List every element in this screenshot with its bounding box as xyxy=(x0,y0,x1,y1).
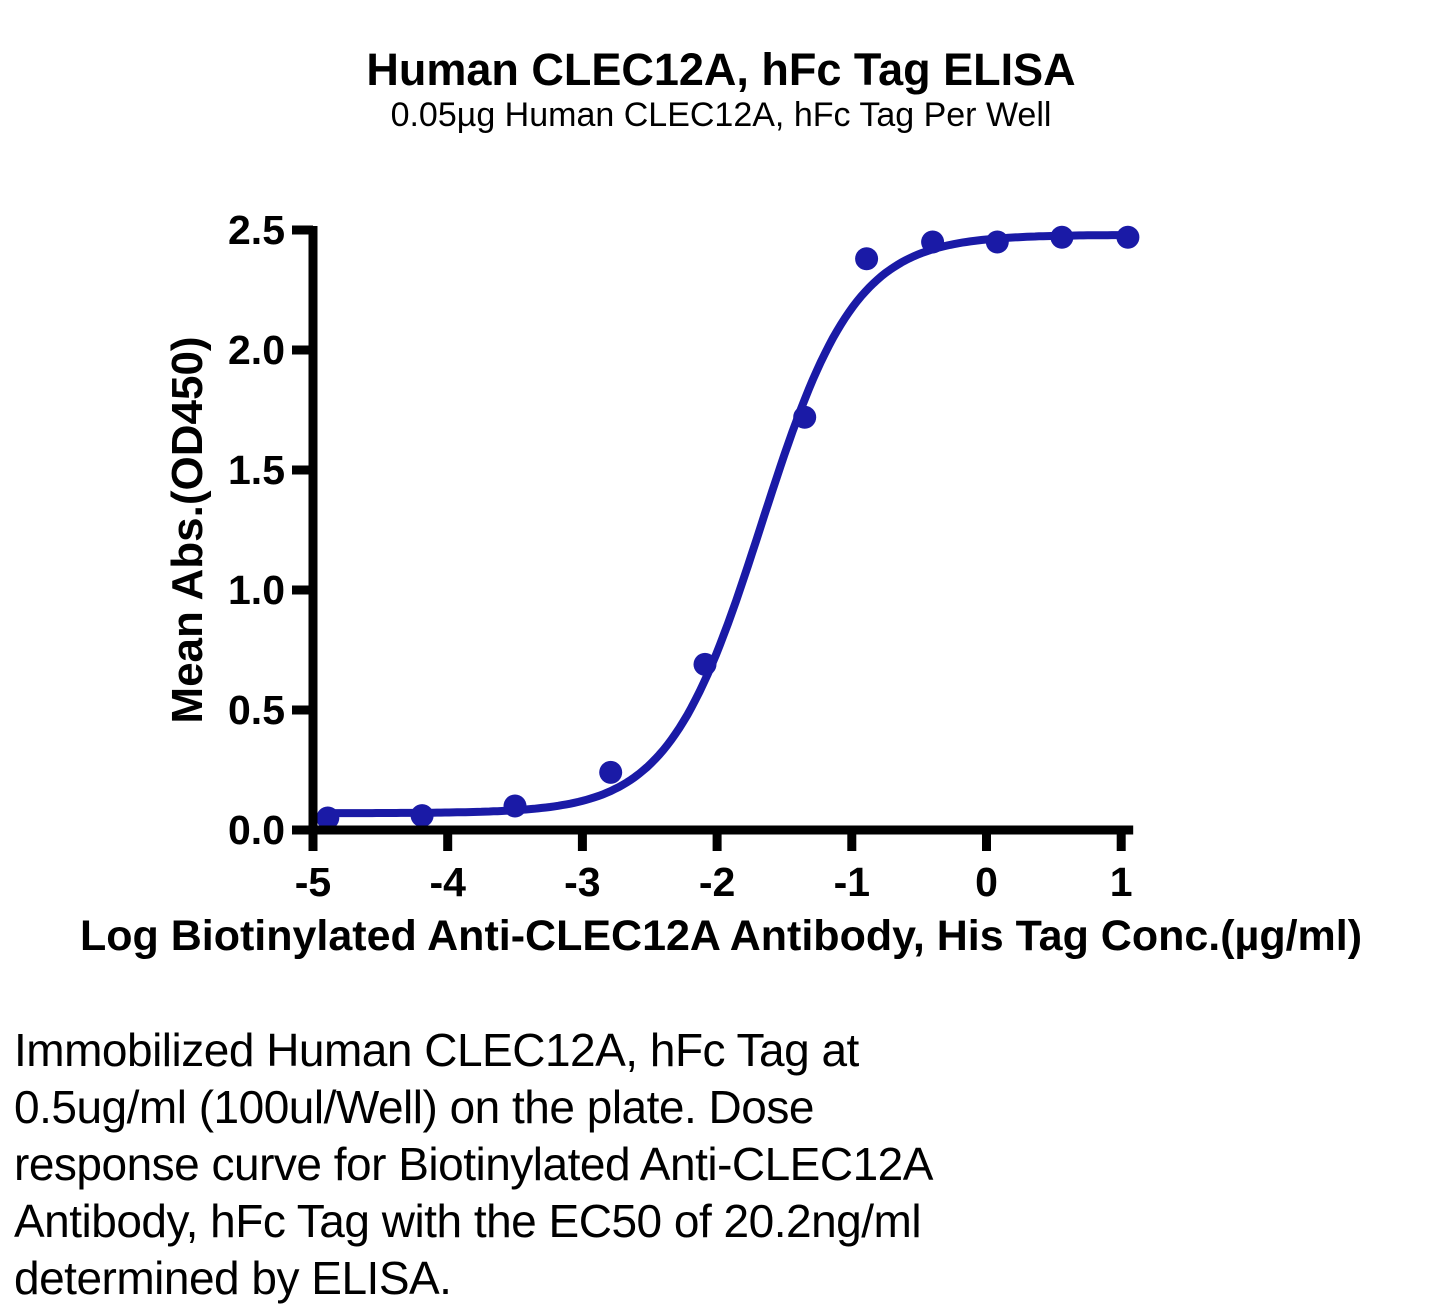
y-tick-label: 0.0 xyxy=(228,807,285,853)
data-point xyxy=(316,806,340,830)
caption-line: Antibody, hFc Tag with the EC50 of 20.2n… xyxy=(14,1195,922,1247)
data-point xyxy=(503,794,527,818)
data-point xyxy=(1116,225,1140,249)
x-tick-label: -2 xyxy=(699,859,735,905)
caption-line: determined by ELISA. xyxy=(14,1252,452,1304)
y-tick-label: 1.0 xyxy=(228,567,285,613)
data-point xyxy=(693,652,717,676)
x-tick-label: -4 xyxy=(429,859,466,905)
data-point xyxy=(921,230,945,254)
data-point xyxy=(855,247,879,271)
dose-response-curve xyxy=(323,231,1132,818)
x-tick-label: -1 xyxy=(834,859,870,905)
x-tick-label: 1 xyxy=(1110,859,1133,905)
x-axis-title: Log Biotinylated Anti-CLEC12A Antibody, … xyxy=(80,912,1362,960)
data-point xyxy=(410,804,434,828)
chart-subtitle: 0.05µg Human CLEC12A, hFc Tag Per Well xyxy=(390,96,1052,134)
y-tick-label: 1.5 xyxy=(228,447,285,493)
data-point-layer xyxy=(316,225,1140,830)
data-point xyxy=(985,230,1009,254)
x-tick-label: 0 xyxy=(975,859,998,905)
axis-layer: -5 -4 -3 -2 -1 0 1 0.0 0.5 1.0 1.5 2.0 2.5 xyxy=(228,207,1134,905)
figure-caption: Immobilized Human CLEC12A, hFc Tag at 0.… xyxy=(14,1022,933,1307)
chart-title: Human CLEC12A, hFc Tag ELISA xyxy=(366,44,1076,95)
y-tick-label: 2.5 xyxy=(228,207,285,253)
caption-line: 0.5ug/ml (100ul/Well) on the plate. Dose xyxy=(14,1081,814,1133)
data-point xyxy=(793,405,817,429)
elisa-dose-response-chart: -5 -4 -3 -2 -1 0 1 0.0 0.5 1.0 1.5 2.0 2.5 Log Bioti… xyxy=(80,207,1362,960)
y-tick-label: 2.0 xyxy=(228,327,285,373)
y-tick-label: 0.5 xyxy=(228,687,285,733)
caption-line: response curve for Biotinylated Anti-CLE… xyxy=(14,1138,933,1190)
y-axis-title: Mean Abs.(OD450) xyxy=(163,336,212,723)
caption-line: Immobilized Human CLEC12A, hFc Tag at xyxy=(14,1024,859,1076)
x-tick-label: -3 xyxy=(564,859,600,905)
fit-curve-layer xyxy=(323,231,1132,818)
x-tick-label: -5 xyxy=(295,859,331,905)
data-point xyxy=(599,760,623,784)
data-point xyxy=(1050,225,1074,249)
